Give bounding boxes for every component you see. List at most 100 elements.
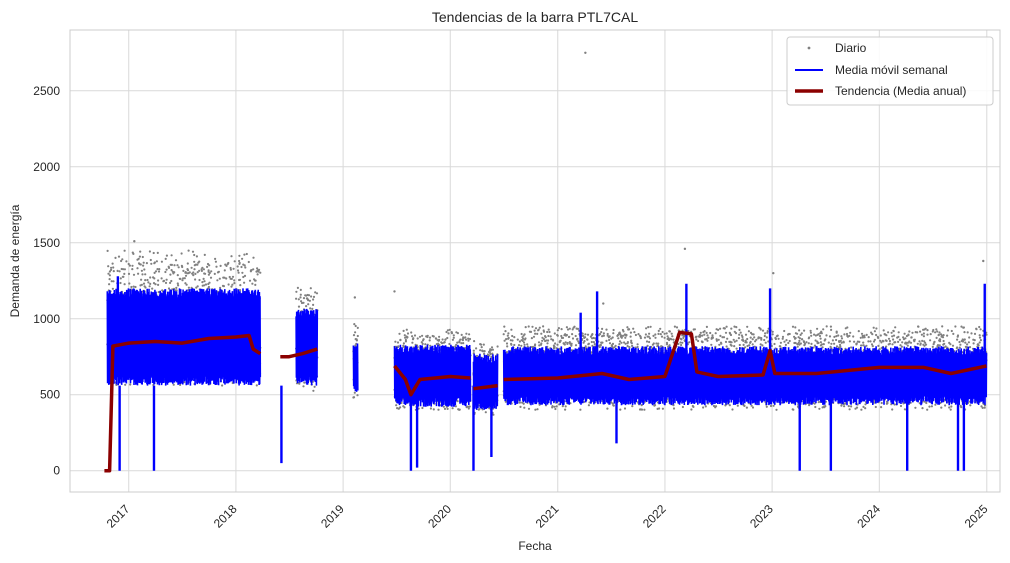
daily-point [808, 336, 811, 339]
daily-point [879, 334, 882, 337]
daily-point [193, 268, 196, 271]
daily-point [546, 342, 549, 345]
daily-point [183, 277, 186, 280]
daily-point [156, 268, 159, 271]
daily-point [843, 405, 846, 408]
daily-point [448, 328, 451, 331]
daily-point [921, 339, 924, 342]
daily-point [511, 334, 514, 338]
daily-point [513, 336, 516, 339]
daily-point [730, 344, 733, 347]
daily-point [242, 275, 245, 279]
daily-point [640, 408, 644, 411]
daily-point [518, 401, 522, 404]
daily-point [695, 338, 698, 341]
daily-point [252, 268, 255, 271]
daily-point [771, 330, 774, 333]
daily-point [922, 332, 926, 335]
daily-point [490, 348, 493, 351]
daily-point [527, 325, 530, 328]
daily-point [665, 343, 669, 346]
daily-point [799, 342, 803, 345]
daily-point [467, 339, 470, 342]
daily-point [899, 404, 903, 408]
daily-point [668, 344, 671, 347]
daily-point [941, 336, 945, 339]
daily-point [649, 325, 652, 328]
daily-point [198, 278, 201, 282]
daily-point [862, 341, 865, 344]
daily-point [634, 333, 638, 337]
daily-point [153, 261, 156, 264]
daily-point [354, 324, 357, 328]
daily-point [438, 343, 441, 347]
daily-point [798, 339, 801, 342]
daily-point [672, 407, 676, 410]
daily-point [750, 404, 753, 407]
daily-point [647, 335, 650, 338]
daily-point [148, 250, 151, 253]
daily-point [692, 405, 695, 408]
daily-point [636, 343, 639, 346]
daily-point [214, 260, 217, 263]
daily-point [623, 407, 627, 410]
daily-point [618, 340, 622, 343]
daily-point [112, 266, 115, 269]
daily-point [196, 285, 199, 288]
daily-point [941, 325, 944, 328]
daily-point [663, 336, 666, 339]
daily-point [875, 333, 878, 337]
daily-point [731, 408, 734, 411]
daily-point [701, 340, 704, 343]
daily-point [309, 307, 312, 310]
daily-point [542, 338, 546, 341]
daily-point [863, 336, 866, 339]
daily-point [904, 337, 907, 340]
daily-point [843, 333, 846, 336]
daily-point [570, 342, 573, 345]
daily-point [925, 401, 928, 405]
daily-point [467, 337, 470, 340]
daily-point [885, 339, 888, 342]
daily-point [310, 295, 313, 298]
daily-point [118, 270, 121, 273]
daily-point [454, 405, 457, 408]
daily-point [663, 332, 666, 335]
daily-point [909, 341, 913, 344]
daily-point [735, 326, 738, 329]
daily-point [599, 343, 603, 347]
daily-point [850, 405, 853, 408]
daily-point [180, 252, 183, 255]
daily-point [244, 266, 247, 269]
daily-point [170, 254, 173, 257]
daily-point [783, 329, 786, 333]
daily-point [394, 340, 397, 343]
daily-point [673, 325, 677, 328]
daily-point [145, 262, 148, 265]
daily-point [451, 407, 454, 410]
daily-point [571, 333, 574, 336]
daily-point [505, 338, 508, 341]
daily-point [506, 334, 509, 337]
daily-point [176, 282, 179, 285]
daily-point [540, 332, 543, 335]
daily-point [796, 332, 799, 335]
daily-point [659, 333, 662, 336]
daily-point [867, 336, 870, 339]
daily-point [243, 253, 246, 256]
daily-point [822, 328, 825, 331]
daily-point [221, 384, 224, 387]
daily-point [877, 344, 880, 347]
daily-point [775, 408, 778, 411]
daily-point [886, 401, 889, 405]
daily-point [157, 283, 160, 286]
daily-point [819, 341, 823, 344]
daily-point [818, 334, 822, 338]
daily-point [551, 405, 554, 408]
daily-point [934, 331, 937, 334]
daily-point [777, 337, 780, 340]
daily-point [353, 391, 356, 394]
daily-point [208, 264, 211, 267]
daily-point [523, 343, 526, 346]
daily-point [478, 408, 481, 411]
